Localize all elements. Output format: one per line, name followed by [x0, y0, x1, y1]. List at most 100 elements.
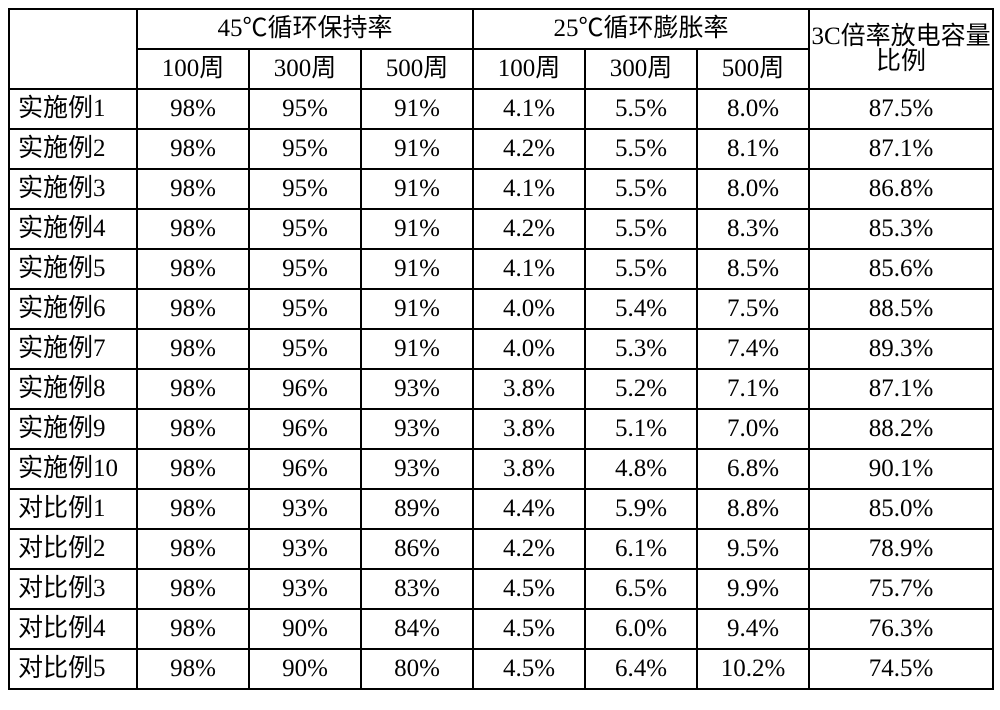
row-label: 对比例3 [9, 569, 137, 609]
cell-b100: 4.1% [473, 249, 585, 289]
table-row: 实施例598%95%91%4.1%5.5%8.5%85.6% [9, 249, 993, 289]
cell-b300: 6.4% [585, 649, 697, 689]
cell-b500: 8.0% [697, 89, 809, 129]
table-body: 实施例198%95%91%4.1%5.5%8.0%87.5%实施例298%95%… [9, 89, 993, 689]
cell-a300: 96% [249, 449, 361, 489]
cell-b500: 6.8% [697, 449, 809, 489]
cell-b100: 4.0% [473, 329, 585, 369]
cell-a300: 95% [249, 129, 361, 169]
cell-b500: 8.5% [697, 249, 809, 289]
cell-a100: 98% [137, 289, 249, 329]
cell-a100: 98% [137, 169, 249, 209]
cell-b100: 3.8% [473, 369, 585, 409]
cell-a300: 95% [249, 89, 361, 129]
cell-a100: 98% [137, 89, 249, 129]
cell-a300: 95% [249, 289, 361, 329]
header-a-100: 100周 [137, 49, 249, 89]
row-label: 实施例4 [9, 209, 137, 249]
cell-b500: 8.0% [697, 169, 809, 209]
row-label: 实施例1 [9, 89, 137, 129]
cell-a500: 93% [361, 449, 473, 489]
data-table: 45℃循环保持率 25℃循环膨胀率 3C倍率放电容量比例 100周 300周 5… [8, 8, 994, 690]
cell-b500: 7.1% [697, 369, 809, 409]
cell-b300: 5.5% [585, 249, 697, 289]
table-row: 实施例498%95%91%4.2%5.5%8.3%85.3% [9, 209, 993, 249]
cell-a300: 90% [249, 649, 361, 689]
table-row: 实施例298%95%91%4.2%5.5%8.1%87.1% [9, 129, 993, 169]
cell-b100: 3.8% [473, 449, 585, 489]
cell-a100: 98% [137, 129, 249, 169]
cell-a500: 91% [361, 129, 473, 169]
cell-b500: 9.5% [697, 529, 809, 569]
cell-b100: 3.8% [473, 409, 585, 449]
table-row: 对比例298%93%86%4.2%6.1%9.5%78.9% [9, 529, 993, 569]
table-row: 实施例398%95%91%4.1%5.5%8.0%86.8% [9, 169, 993, 209]
row-label: 实施例6 [9, 289, 137, 329]
cell-b300: 5.3% [585, 329, 697, 369]
table-row: 对比例498%90%84%4.5%6.0%9.4%76.3% [9, 609, 993, 649]
table-row: 对比例198%93%89%4.4%5.9%8.8%85.0% [9, 489, 993, 529]
header-group-retention: 45℃循环保持率 [137, 9, 473, 49]
table-row: 实施例898%96%93%3.8%5.2%7.1%87.1% [9, 369, 993, 409]
cell-a100: 98% [137, 249, 249, 289]
cell-a500: 91% [361, 89, 473, 129]
cell-a500: 91% [361, 169, 473, 209]
cell-a300: 96% [249, 409, 361, 449]
cell-c: 86.8% [809, 169, 993, 209]
cell-b100: 4.0% [473, 289, 585, 329]
cell-a100: 98% [137, 609, 249, 649]
cell-b300: 5.2% [585, 369, 697, 409]
cell-a100: 98% [137, 529, 249, 569]
cell-c: 89.3% [809, 329, 993, 369]
cell-b300: 4.8% [585, 449, 697, 489]
cell-a100: 98% [137, 369, 249, 409]
row-label: 实施例2 [9, 129, 137, 169]
cell-b100: 4.1% [473, 169, 585, 209]
cell-b500: 9.9% [697, 569, 809, 609]
cell-a100: 98% [137, 449, 249, 489]
cell-b300: 5.5% [585, 89, 697, 129]
cell-b300: 5.4% [585, 289, 697, 329]
cell-b300: 5.1% [585, 409, 697, 449]
cell-a100: 98% [137, 329, 249, 369]
row-label: 对比例2 [9, 529, 137, 569]
cell-b100: 4.1% [473, 89, 585, 129]
row-label: 实施例5 [9, 249, 137, 289]
cell-a300: 93% [249, 489, 361, 529]
cell-b100: 4.5% [473, 649, 585, 689]
cell-c: 87.1% [809, 129, 993, 169]
row-label: 实施例10 [9, 449, 137, 489]
cell-b100: 4.2% [473, 209, 585, 249]
cell-a100: 98% [137, 209, 249, 249]
cell-b500: 8.8% [697, 489, 809, 529]
cell-a300: 96% [249, 369, 361, 409]
cell-a500: 91% [361, 209, 473, 249]
cell-c: 76.3% [809, 609, 993, 649]
cell-a500: 89% [361, 489, 473, 529]
cell-c: 85.6% [809, 249, 993, 289]
cell-b100: 4.2% [473, 529, 585, 569]
cell-a100: 98% [137, 409, 249, 449]
cell-c: 85.3% [809, 209, 993, 249]
row-label: 对比例1 [9, 489, 137, 529]
header-row-1: 45℃循环保持率 25℃循环膨胀率 3C倍率放电容量比例 [9, 9, 993, 49]
cell-a500: 91% [361, 249, 473, 289]
table-row: 实施例698%95%91%4.0%5.4%7.5%88.5% [9, 289, 993, 329]
header-b-500: 500周 [697, 49, 809, 89]
cell-a100: 98% [137, 649, 249, 689]
cell-a500: 91% [361, 329, 473, 369]
cell-b500: 9.4% [697, 609, 809, 649]
cell-a500: 93% [361, 409, 473, 449]
cell-a500: 84% [361, 609, 473, 649]
table-row: 实施例798%95%91%4.0%5.3%7.4%89.3% [9, 329, 993, 369]
cell-a300: 93% [249, 529, 361, 569]
cell-b300: 6.0% [585, 609, 697, 649]
header-group-rate: 3C倍率放电容量比例 [809, 9, 993, 89]
cell-a300: 93% [249, 569, 361, 609]
cell-b500: 10.2% [697, 649, 809, 689]
row-label: 实施例9 [9, 409, 137, 449]
cell-a100: 98% [137, 489, 249, 529]
table-row: 对比例398%93%83%4.5%6.5%9.9%75.7% [9, 569, 993, 609]
row-label: 对比例5 [9, 649, 137, 689]
cell-b300: 5.9% [585, 489, 697, 529]
